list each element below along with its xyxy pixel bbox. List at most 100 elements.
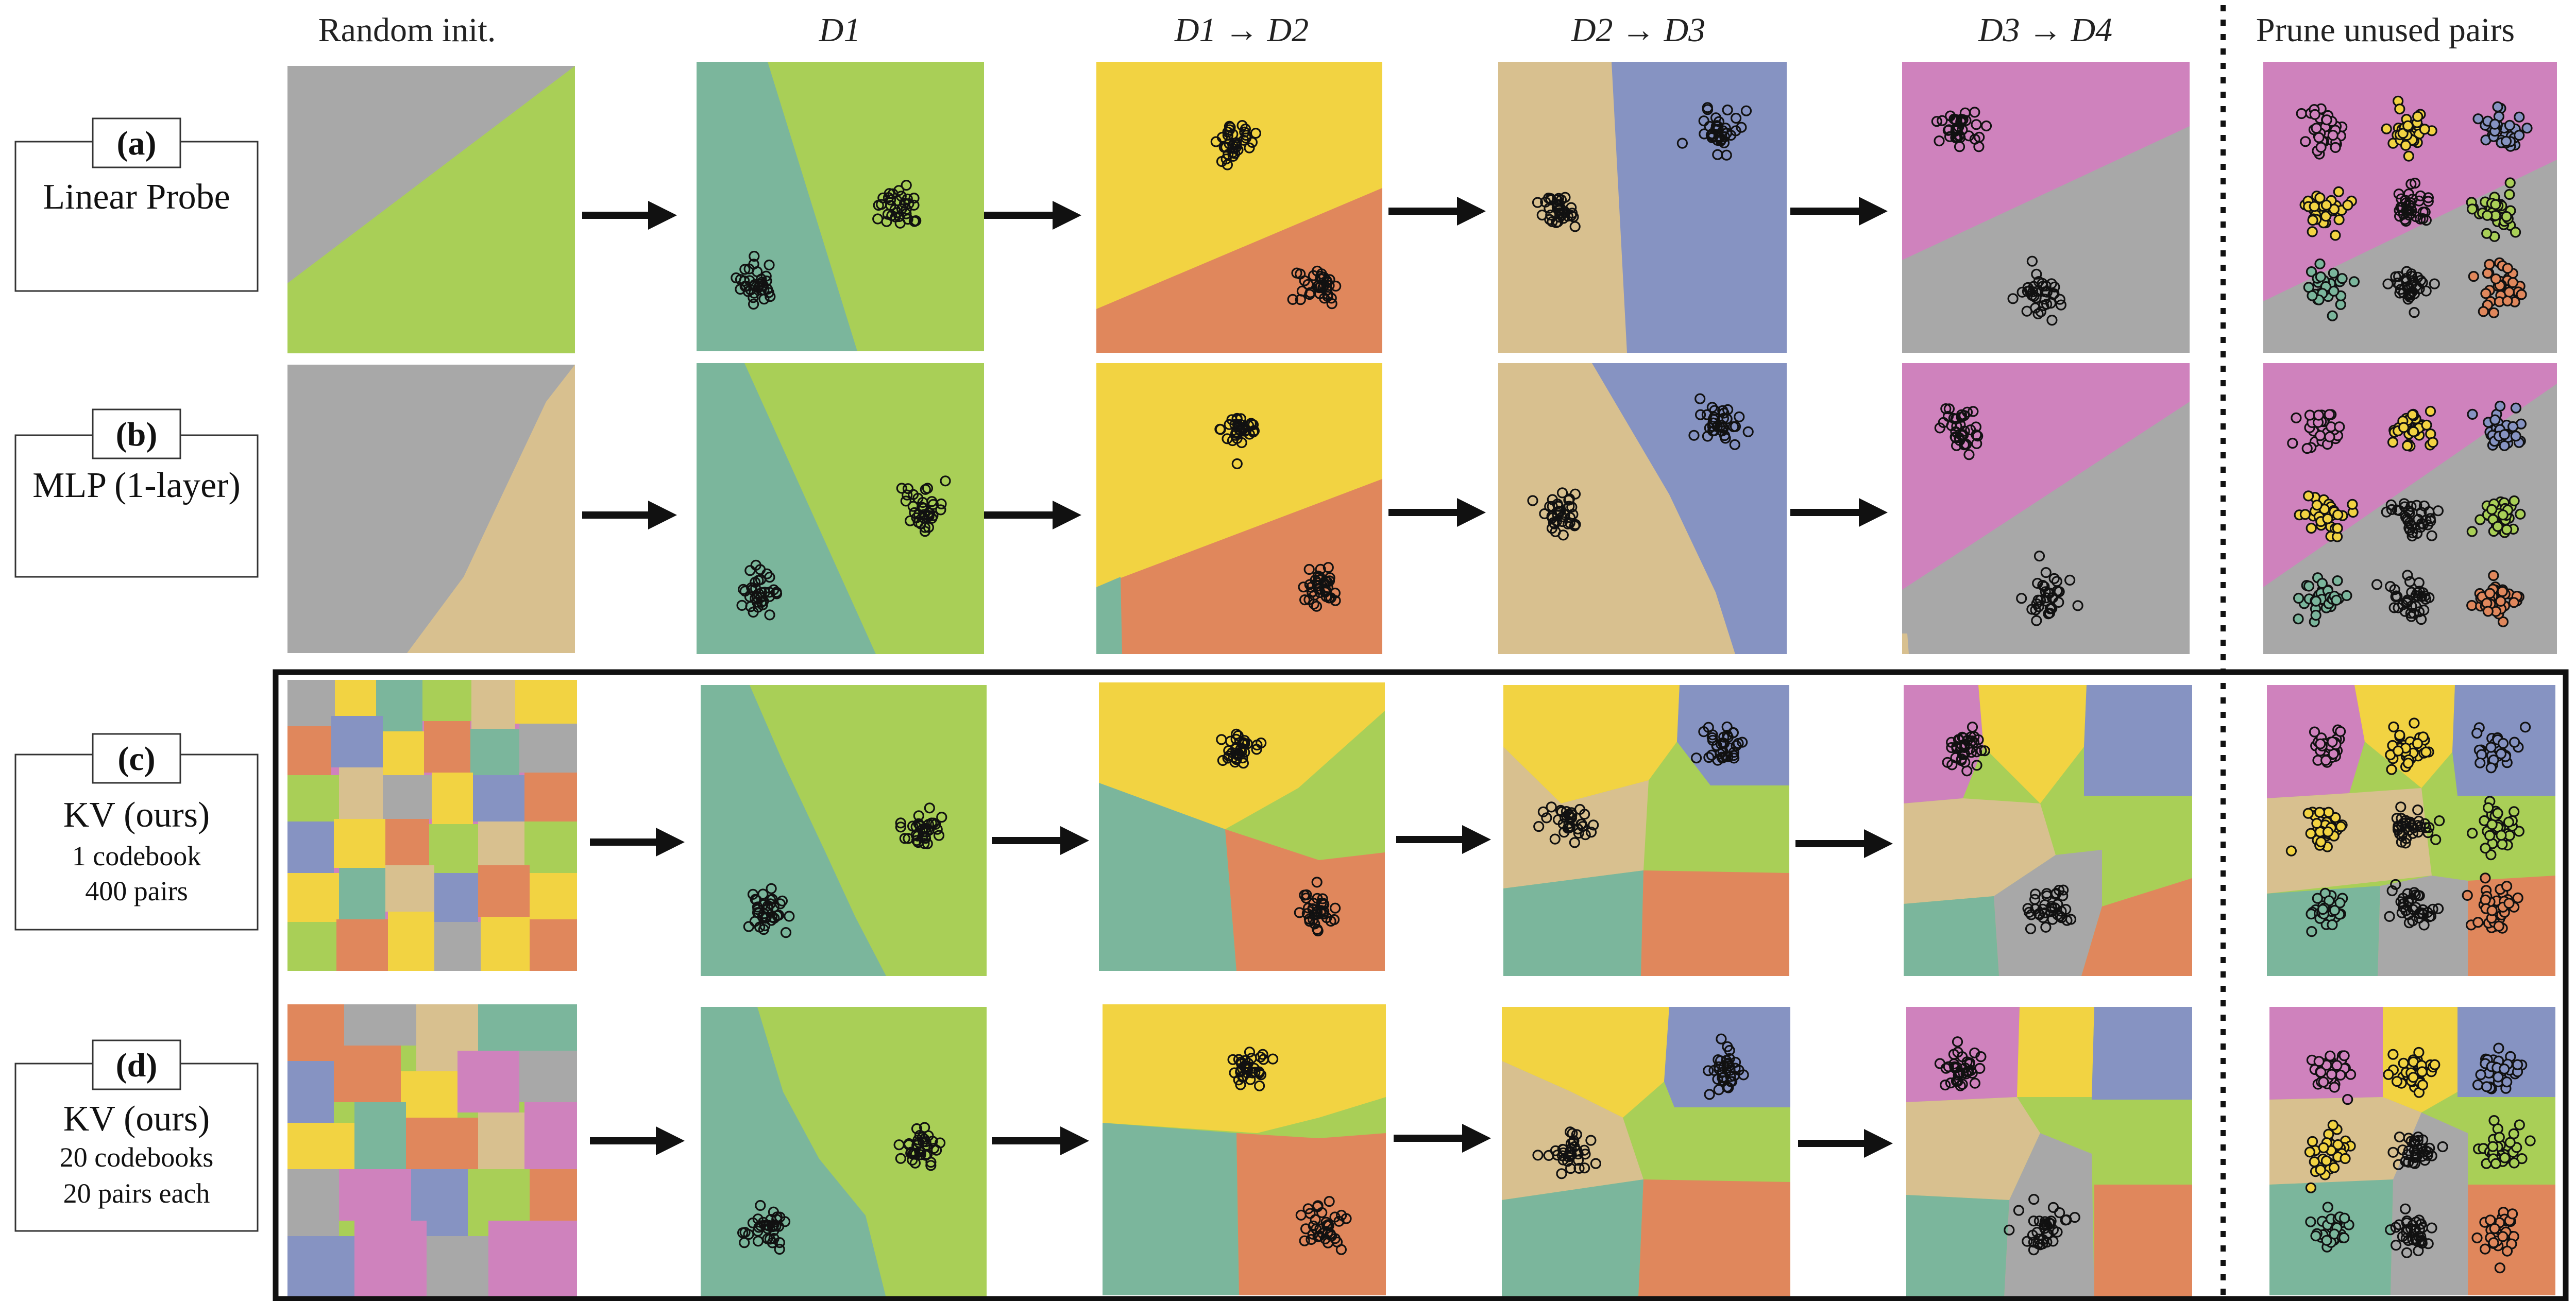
data-point	[2483, 802, 2494, 814]
data-point	[1287, 294, 1298, 305]
data-point	[2326, 1069, 2337, 1080]
panel-a-d1-d2	[1096, 62, 1382, 353]
data-point	[1556, 487, 1568, 499]
data-point	[936, 811, 947, 823]
data-point	[2515, 508, 2526, 520]
prune-cluster	[2383, 1047, 2441, 1098]
data-point	[1960, 1068, 1972, 1080]
data-point	[2392, 824, 2404, 835]
data-point	[2315, 738, 2326, 749]
data-point	[2417, 1079, 2428, 1091]
data-point	[2398, 1057, 2409, 1069]
panel-d-d3-d4	[1906, 1007, 2192, 1298]
data-point	[2480, 1243, 2491, 1255]
data-point	[1702, 102, 1713, 113]
data-point	[935, 504, 946, 516]
data-point	[2045, 603, 2056, 614]
prune-cluster	[2381, 498, 2444, 542]
data-point	[2481, 228, 2493, 239]
data-point	[2409, 178, 2421, 189]
cluster	[1934, 403, 1984, 460]
data-point	[1945, 110, 1956, 122]
prune-cluster	[2309, 724, 2346, 768]
data-point	[1969, 107, 1980, 118]
row-label-a: (a) Linear Probe	[14, 117, 259, 292]
data-point	[1532, 197, 1544, 208]
data-point	[2314, 807, 2326, 818]
data-point	[1308, 598, 1319, 610]
data-point	[2406, 205, 2417, 216]
prune-cluster	[2384, 879, 2444, 931]
data-point	[1315, 905, 1327, 916]
data-point	[1719, 430, 1731, 441]
data-point	[1231, 433, 1243, 444]
data-point	[2497, 616, 2509, 627]
data-point	[894, 217, 906, 229]
data-point	[2315, 1067, 2327, 1078]
data-point	[2333, 186, 2344, 197]
data-point	[1225, 122, 1236, 133]
data-point	[2510, 227, 2521, 238]
data-point	[2413, 1047, 2425, 1058]
data-point	[915, 1149, 926, 1160]
column-header-prune: Prune unused pairs	[2256, 11, 2515, 49]
data-point	[1969, 1047, 1980, 1058]
data-point	[1238, 134, 1249, 146]
data-point	[753, 575, 764, 586]
data-point	[2400, 197, 2412, 209]
data-point	[924, 507, 936, 519]
data-point	[1955, 116, 1967, 127]
cluster	[1931, 107, 1992, 152]
data-point	[1723, 1082, 1734, 1093]
data-point	[2480, 894, 2491, 905]
data-point	[2501, 524, 2513, 535]
data-point	[2402, 758, 2414, 769]
data-point	[1943, 124, 1955, 135]
data-point	[2411, 500, 2422, 511]
data-point	[2318, 1076, 2329, 1088]
data-point	[872, 213, 884, 225]
data-point	[1308, 1220, 1319, 1231]
data-point	[1942, 410, 1954, 422]
data-point	[2402, 570, 2413, 581]
row-tag-d: (d)	[116, 1047, 158, 1084]
row-label-b-line-1: MLP (1-layer)	[32, 466, 241, 505]
data-point	[2472, 917, 2484, 928]
data-point	[1302, 1203, 1314, 1214]
data-point	[2501, 880, 2513, 892]
data-point	[2331, 594, 2342, 606]
data-point	[2416, 591, 2428, 602]
data-point	[1232, 419, 1243, 431]
data-point	[907, 820, 919, 832]
data-point	[2335, 299, 2346, 311]
data-point	[755, 1200, 766, 1211]
row-label-a-line-1: Linear Probe	[43, 177, 230, 217]
data-point	[764, 259, 775, 271]
data-point	[1553, 199, 1564, 210]
data-point	[1954, 141, 1965, 152]
data-point	[2425, 405, 2436, 417]
data-point	[2420, 746, 2432, 758]
data-point	[1533, 820, 1545, 832]
data-point	[1559, 509, 1570, 521]
data-point	[1565, 1138, 1577, 1149]
data-point	[1585, 1135, 1597, 1146]
data-point	[2480, 288, 2492, 299]
data-point	[1969, 1077, 1980, 1089]
data-point	[2045, 1218, 2056, 1229]
data-point	[909, 216, 920, 227]
data-point	[2016, 593, 2027, 604]
prune-cluster	[2296, 103, 2348, 160]
data-point	[758, 294, 770, 305]
data-point	[1943, 403, 1955, 415]
panel-c-d2-d3	[1503, 685, 1789, 976]
panel-b-d1-d2	[1096, 363, 1382, 654]
data-point	[896, 203, 907, 214]
data-point	[2478, 306, 2489, 317]
data-point	[2327, 310, 2338, 321]
data-point	[2054, 294, 2065, 305]
data-point	[2409, 306, 2420, 318]
data-point	[2430, 834, 2442, 845]
column-header-d1: D1	[819, 11, 861, 49]
data-point	[934, 1137, 946, 1149]
